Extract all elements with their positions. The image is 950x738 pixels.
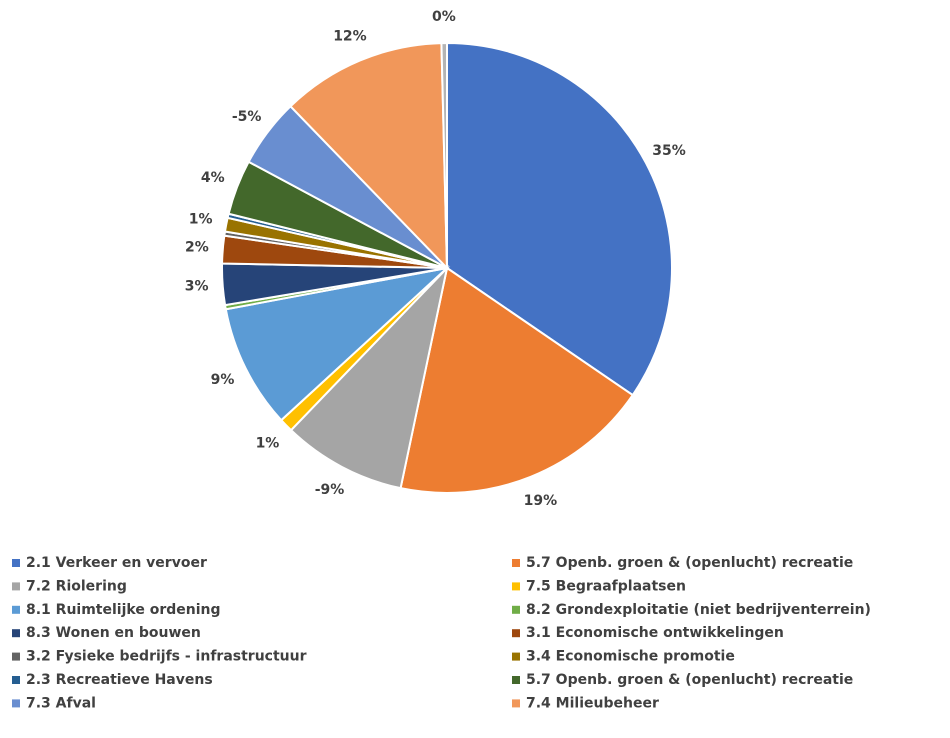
legend-swatch <box>12 629 20 638</box>
pie-slice <box>289 42 449 271</box>
legend-label: 7.2 Riolering <box>26 578 127 594</box>
legend-swatch <box>12 559 20 567</box>
legend-swatch <box>12 699 20 708</box>
data-label: 1% <box>189 212 213 228</box>
legend-swatch <box>512 699 520 708</box>
data-label: 3% <box>185 278 209 294</box>
legend-swatch <box>512 652 520 661</box>
legend-label: 8.3 Wonen en bouwen <box>26 625 201 641</box>
legend-swatch <box>12 605 20 614</box>
data-label: 12% <box>333 29 367 45</box>
data-label: 4% <box>201 170 225 186</box>
pie-slice <box>440 41 448 269</box>
legend-swatch <box>12 652 20 661</box>
legend-label: 7.5 Begraafplaatsen <box>526 578 686 594</box>
pie-slice <box>289 264 449 490</box>
data-label: -5% <box>232 109 262 125</box>
data-label: 0% <box>432 9 456 25</box>
data-label: 1% <box>256 435 280 451</box>
legend-swatch <box>512 582 520 591</box>
legend-label: 2.3 Recreatieve Havens <box>26 672 213 688</box>
pie-slice <box>224 266 451 422</box>
pie-slice <box>446 41 673 397</box>
legend-swatch <box>512 676 520 684</box>
data-label: 19% <box>524 493 558 509</box>
legend-swatch <box>12 582 20 591</box>
data-label: 9% <box>211 372 235 388</box>
legend-label: 7.4 Milieubeheer <box>526 695 659 711</box>
legend-label: 8.2 Grondexploitatie (niet bedrijventerr… <box>526 602 871 618</box>
legend-label: 8.1 Ruimtelijke ordening <box>26 602 221 618</box>
legend-swatch <box>512 629 520 638</box>
data-label: -9% <box>315 482 345 498</box>
legend-swatch <box>12 676 20 684</box>
legend-label: 2.1 Verkeer en vervoer <box>26 555 207 571</box>
legend-label: 7.3 Afval <box>26 695 96 711</box>
pie-slice <box>399 266 635 494</box>
legend-swatch <box>512 559 520 567</box>
legend-label: 3.4 Economische promotie <box>526 649 735 665</box>
data-label: 2% <box>185 239 209 255</box>
legend-label: 5.7 Openb. groen & (openlucht) recreatie <box>526 555 853 571</box>
legend-label: 3.2 Fysieke bedrijfs - infrastructuur <box>26 649 307 665</box>
legend-label: 5.7 Openb. groen & (openlucht) recreatie <box>526 672 853 688</box>
data-label: 35% <box>652 143 686 159</box>
legend-label: 3.1 Economische ontwikkelingen <box>526 625 784 641</box>
legend-swatch <box>512 605 520 614</box>
